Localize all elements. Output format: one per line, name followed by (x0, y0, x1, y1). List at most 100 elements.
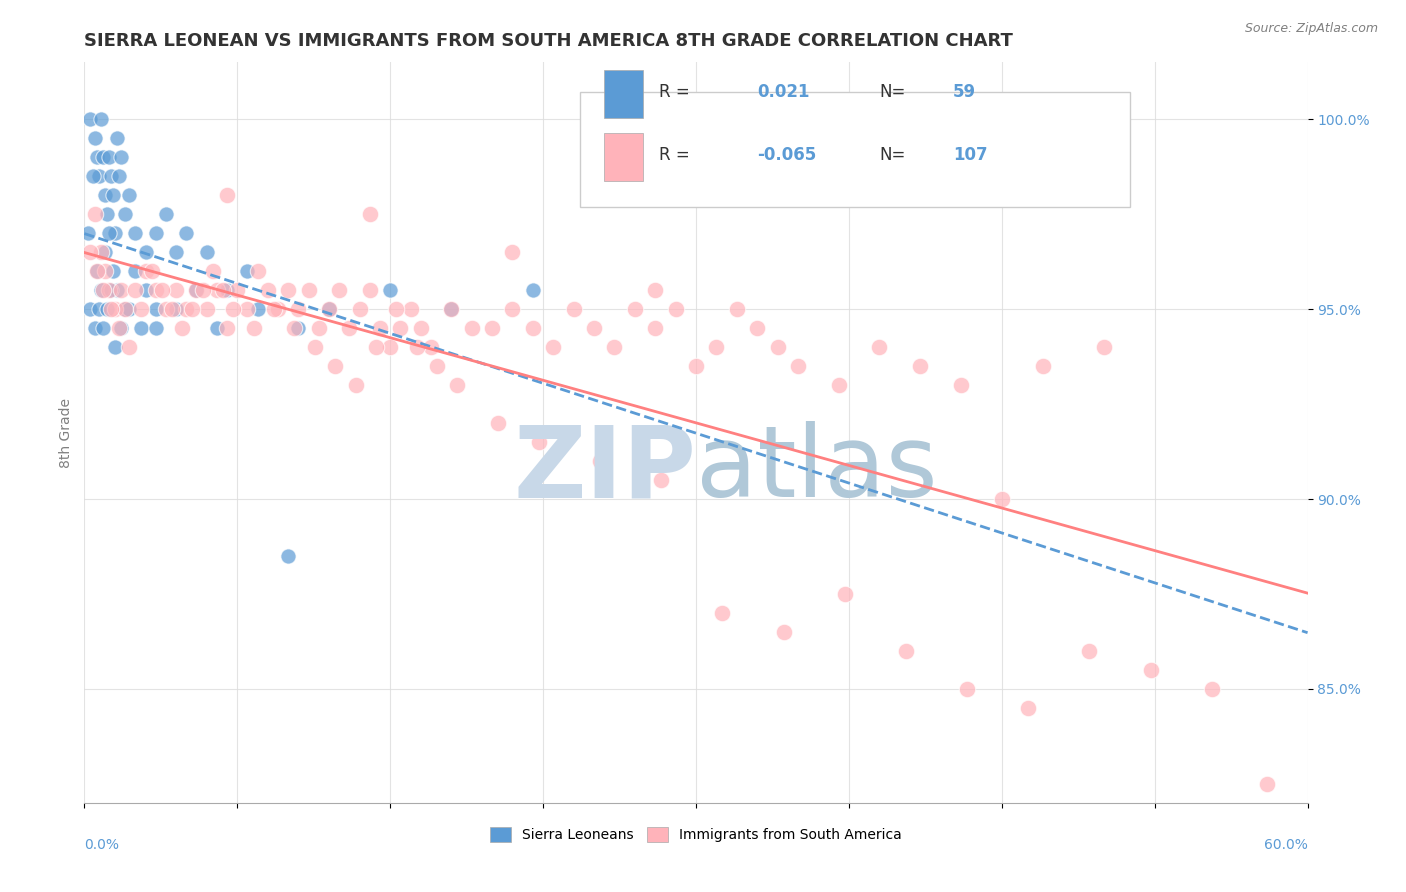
Point (79, 112, 101, 127)
Point (894, 644, 917, 658)
Point (263, 302, 285, 317)
Point (181, 302, 204, 317)
Text: N=: N= (880, 83, 905, 101)
Point (368, 321, 391, 335)
Point (100, 302, 122, 317)
Point (93, 264, 115, 278)
Point (226, 283, 249, 297)
Point (405, 340, 427, 354)
Point (100, 283, 122, 297)
Point (91, 150, 114, 164)
Point (90, 112, 112, 127)
Point (522, 283, 544, 297)
Point (257, 283, 280, 297)
Point (79, 245, 101, 260)
Point (222, 302, 245, 317)
Point (380, 283, 402, 297)
Point (205, 321, 228, 335)
Point (287, 321, 309, 335)
Point (277, 283, 299, 297)
Point (93, 245, 115, 260)
Point (522, 321, 544, 335)
Point (212, 283, 235, 297)
Point (304, 340, 326, 354)
Point (101, 264, 124, 278)
Point (195, 302, 218, 317)
Point (172, 321, 194, 335)
Point (83, 207, 105, 221)
Point (527, 435, 550, 450)
Point (110, 321, 132, 335)
Point (110, 283, 132, 297)
Text: R =: R = (659, 83, 696, 101)
Point (420, 340, 443, 354)
Point (481, 321, 503, 335)
Point (950, 378, 973, 392)
Point (174, 302, 197, 317)
Point (145, 302, 167, 317)
Point (145, 321, 167, 335)
Point (1256, 777, 1278, 791)
Point (409, 321, 432, 335)
Text: 59: 59 (953, 83, 976, 101)
Point (787, 359, 810, 374)
Point (174, 227, 197, 241)
Text: 0.0%: 0.0% (84, 838, 120, 852)
Point (328, 283, 350, 297)
Point (344, 378, 367, 392)
Point (101, 188, 124, 202)
Point (77, 227, 100, 241)
Point (131, 302, 153, 317)
Point (87, 302, 110, 317)
Point (145, 283, 167, 297)
Point (165, 302, 187, 317)
Point (624, 302, 647, 317)
Point (97, 227, 120, 241)
Point (124, 283, 146, 297)
Point (1032, 359, 1054, 374)
Point (446, 378, 468, 392)
Point (283, 321, 305, 335)
Point (287, 302, 309, 317)
Point (131, 321, 153, 335)
Point (1139, 663, 1161, 677)
Point (246, 264, 269, 278)
Point (349, 302, 371, 317)
Point (1201, 681, 1223, 696)
Point (217, 188, 239, 202)
Point (246, 302, 269, 317)
Point (118, 340, 141, 354)
Point (87, 169, 110, 184)
Point (339, 321, 361, 335)
Point (114, 207, 136, 221)
Point (83, 321, 105, 335)
Point (766, 340, 789, 354)
Point (86, 264, 108, 278)
Point (90, 245, 112, 260)
Point (399, 302, 422, 317)
Point (1017, 701, 1039, 715)
Point (706, 340, 728, 354)
Text: R =: R = (659, 146, 696, 164)
Point (104, 227, 127, 241)
Text: atlas: atlas (696, 421, 938, 518)
Point (364, 340, 387, 354)
Point (145, 227, 167, 241)
Point (711, 606, 734, 620)
Point (359, 207, 381, 221)
Text: 107: 107 (953, 146, 987, 164)
Point (217, 321, 239, 335)
Point (186, 283, 208, 297)
Point (650, 473, 672, 487)
Point (104, 302, 127, 317)
Point (589, 454, 612, 468)
Point (747, 321, 769, 335)
Point (93, 188, 115, 202)
Point (502, 245, 524, 260)
Point (323, 359, 346, 374)
Point (772, 624, 794, 639)
Point (298, 283, 321, 297)
Point (155, 302, 177, 317)
Point (318, 302, 340, 317)
Point (426, 359, 449, 374)
